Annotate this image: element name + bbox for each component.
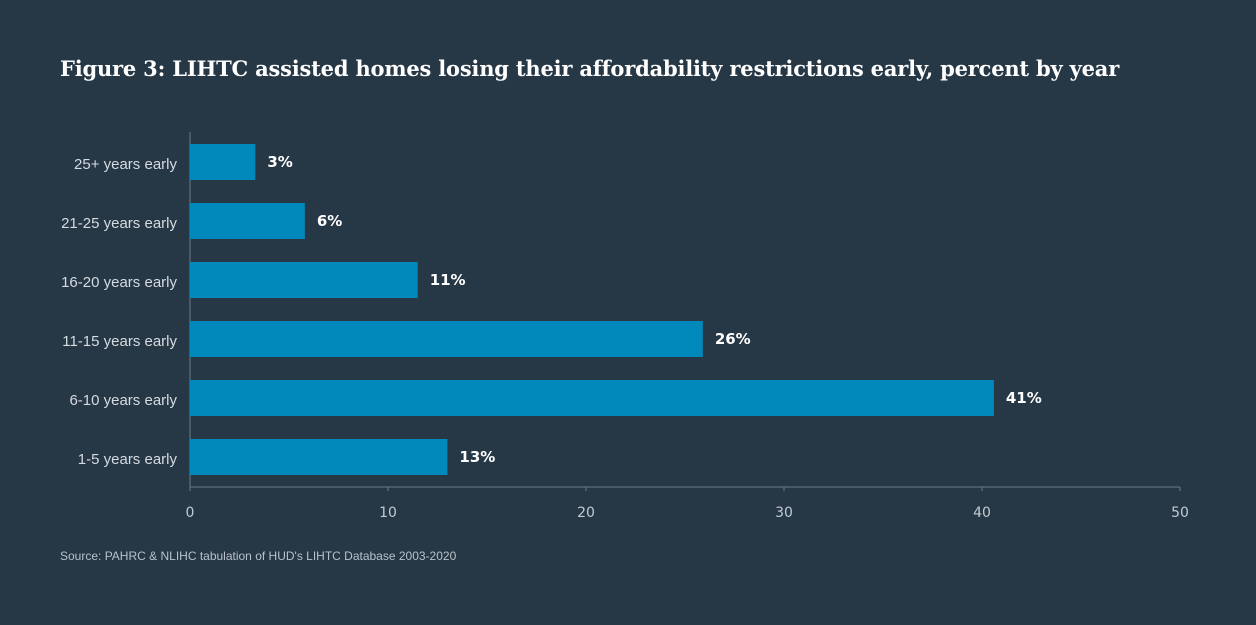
x-tick-label: 40 — [973, 505, 991, 521]
category-label: 16-20 years early — [61, 274, 177, 291]
x-tick-label: 0 — [186, 505, 195, 521]
x-tick-label: 10 — [379, 505, 397, 521]
x-tick-label: 20 — [577, 505, 595, 521]
data-label: 3% — [267, 153, 292, 171]
bar — [190, 380, 994, 416]
category-label: 11-15 years early — [62, 333, 177, 350]
data-label: 26% — [715, 330, 751, 348]
source-note: Source: PAHRC & NLIHC tabulation of HUD'… — [60, 549, 457, 563]
data-label: 11% — [430, 271, 466, 289]
x-tick-label: 30 — [775, 505, 793, 521]
category-label: 1-5 years early — [78, 451, 178, 468]
bar — [190, 439, 448, 475]
bar — [190, 321, 703, 357]
data-label: 13% — [459, 448, 495, 466]
data-label: 6% — [317, 212, 342, 230]
data-label: 41% — [1006, 389, 1042, 407]
x-tick-label: 50 — [1171, 505, 1189, 521]
chart-title: Figure 3: LIHTC assisted homes losing th… — [60, 56, 1120, 81]
category-label: 25+ years early — [74, 156, 177, 173]
bar — [190, 144, 256, 180]
bar — [190, 262, 418, 298]
category-label: 21-25 years early — [61, 215, 177, 232]
bar — [190, 203, 305, 239]
category-label: 6-10 years early — [69, 392, 177, 409]
